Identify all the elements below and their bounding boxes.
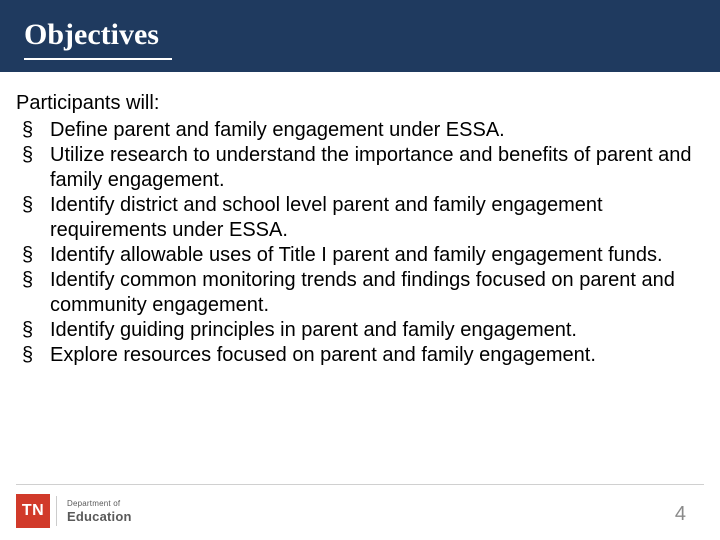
lead-text: Participants will: xyxy=(16,90,704,116)
bullet-list: Define parent and family engagement unde… xyxy=(16,118,704,368)
org-logo: TN Department of Education xyxy=(16,494,132,528)
logo-line2: Education xyxy=(67,510,132,523)
bullet-item: Define parent and family engagement unde… xyxy=(16,118,704,143)
bullet-item: Identify allowable uses of Title I paren… xyxy=(16,243,704,268)
page-number: 4 xyxy=(675,503,686,526)
content-area: Participants will: Define parent and fam… xyxy=(16,90,704,368)
logo-divider xyxy=(56,496,57,526)
logo-line1: Department of xyxy=(67,500,132,508)
bullet-item: Identify common monitoring trends and fi… xyxy=(16,268,704,318)
logo-badge: TN xyxy=(16,494,50,528)
slide: Objectives Participants will: Define par… xyxy=(0,0,720,540)
footer-rule xyxy=(16,484,704,485)
bullet-item: Utilize research to understand the impor… xyxy=(16,143,704,193)
bullet-item: Identify district and school level paren… xyxy=(16,193,704,243)
bullet-item: Identify guiding principles in parent an… xyxy=(16,318,704,343)
title-underline xyxy=(24,58,172,60)
bullet-item: Explore resources focused on parent and … xyxy=(16,343,704,368)
logo-text: Department of Education xyxy=(67,500,132,523)
slide-title: Objectives xyxy=(24,18,159,52)
footer: TN Department of Education 4 xyxy=(0,484,720,540)
